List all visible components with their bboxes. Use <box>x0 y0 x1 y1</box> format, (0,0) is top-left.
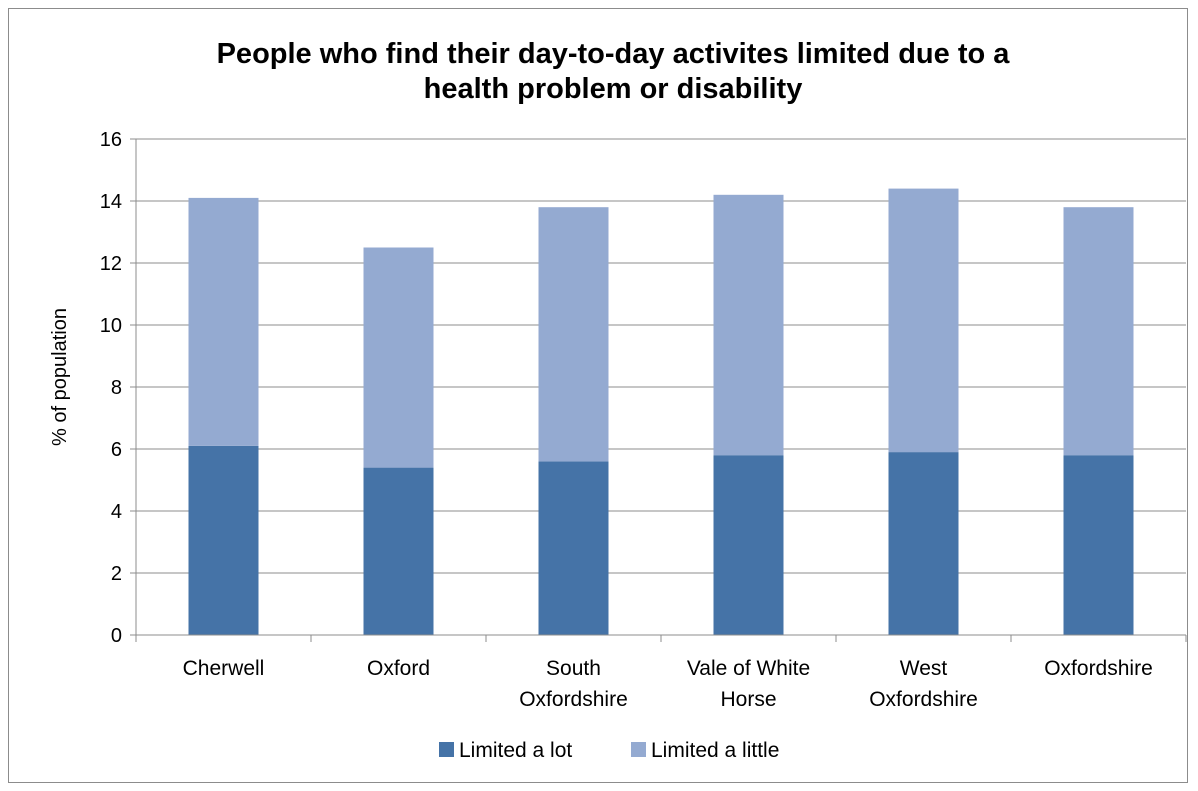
y-tick-label: 16 <box>100 129 122 151</box>
stacked-bar-chart: People who find their day-to-day activit… <box>49 38 1187 762</box>
x-category-label-line: Cherwell <box>183 657 265 680</box>
y-tick-label: 6 <box>111 439 122 461</box>
x-category-label-line: West <box>900 657 948 680</box>
bar-limited-a-little <box>1063 207 1134 456</box>
x-category-label-line: South <box>546 657 601 680</box>
y-tick-label: 10 <box>100 315 122 337</box>
x-category-label-line: Horse <box>720 688 776 711</box>
x-category-label: Cherwell <box>183 657 265 680</box>
bar-limited-a-lot <box>713 455 784 635</box>
legend: Limited a lot Limited a little <box>439 739 779 762</box>
bar-limited-a-lot <box>188 445 259 635</box>
bar-limited-a-little <box>188 197 259 446</box>
y-tick-label: 12 <box>100 253 122 275</box>
bar-limited-a-lot <box>363 467 434 635</box>
bar-limited-a-little <box>713 194 784 456</box>
x-category-label: South Oxfordshire <box>519 657 628 711</box>
x-category-label-line: Oxfordshire <box>869 688 978 711</box>
y-tick-label: 4 <box>111 501 122 523</box>
x-category-label: Oxford <box>367 657 430 680</box>
x-category-label: Vale of White Horse <box>687 657 810 711</box>
y-tick-label: 0 <box>111 625 122 647</box>
bar-limited-a-little <box>538 207 609 462</box>
y-tick-labels: 0 2 4 6 8 10 12 14 16 <box>100 129 122 647</box>
y-tick-label: 8 <box>111 377 122 399</box>
x-category-label-line: Oxford <box>367 657 430 680</box>
bar-limited-a-lot <box>538 461 609 635</box>
axes <box>130 138 1187 642</box>
x-category-label-line: Oxfordshire <box>519 688 628 711</box>
x-category-label: Oxfordshire <box>1044 657 1153 680</box>
bar-limited-a-lot <box>1063 455 1134 635</box>
bars <box>188 188 1134 635</box>
y-tick-label: 14 <box>100 191 122 213</box>
chart-title: People who find their day-to-day activit… <box>217 38 1011 105</box>
x-category-label-line: Vale of White <box>687 657 810 680</box>
x-category-label-line: Oxfordshire <box>1044 657 1153 680</box>
legend-label: Limited a little <box>651 739 779 762</box>
gridlines <box>136 138 1186 574</box>
bar-limited-a-lot <box>888 452 959 635</box>
bar-limited-a-little <box>363 247 434 468</box>
chart-title-line: People who find their day-to-day activit… <box>217 38 1011 70</box>
legend-swatch <box>631 742 646 757</box>
legend-swatch <box>439 742 454 757</box>
y-tick-label: 2 <box>111 563 122 585</box>
legend-label: Limited a lot <box>459 739 572 762</box>
x-category-labels: Cherwell Oxford South Oxfordshire Vale of Wh… <box>183 657 1153 711</box>
y-axis-label: % of population <box>49 308 71 446</box>
x-category-label: West Oxfordshire <box>869 657 978 711</box>
bar-limited-a-little <box>888 188 959 453</box>
chart-title-line: health problem or disability <box>424 73 803 105</box>
chart-frame: People who find their day-to-day activit… <box>8 8 1188 783</box>
